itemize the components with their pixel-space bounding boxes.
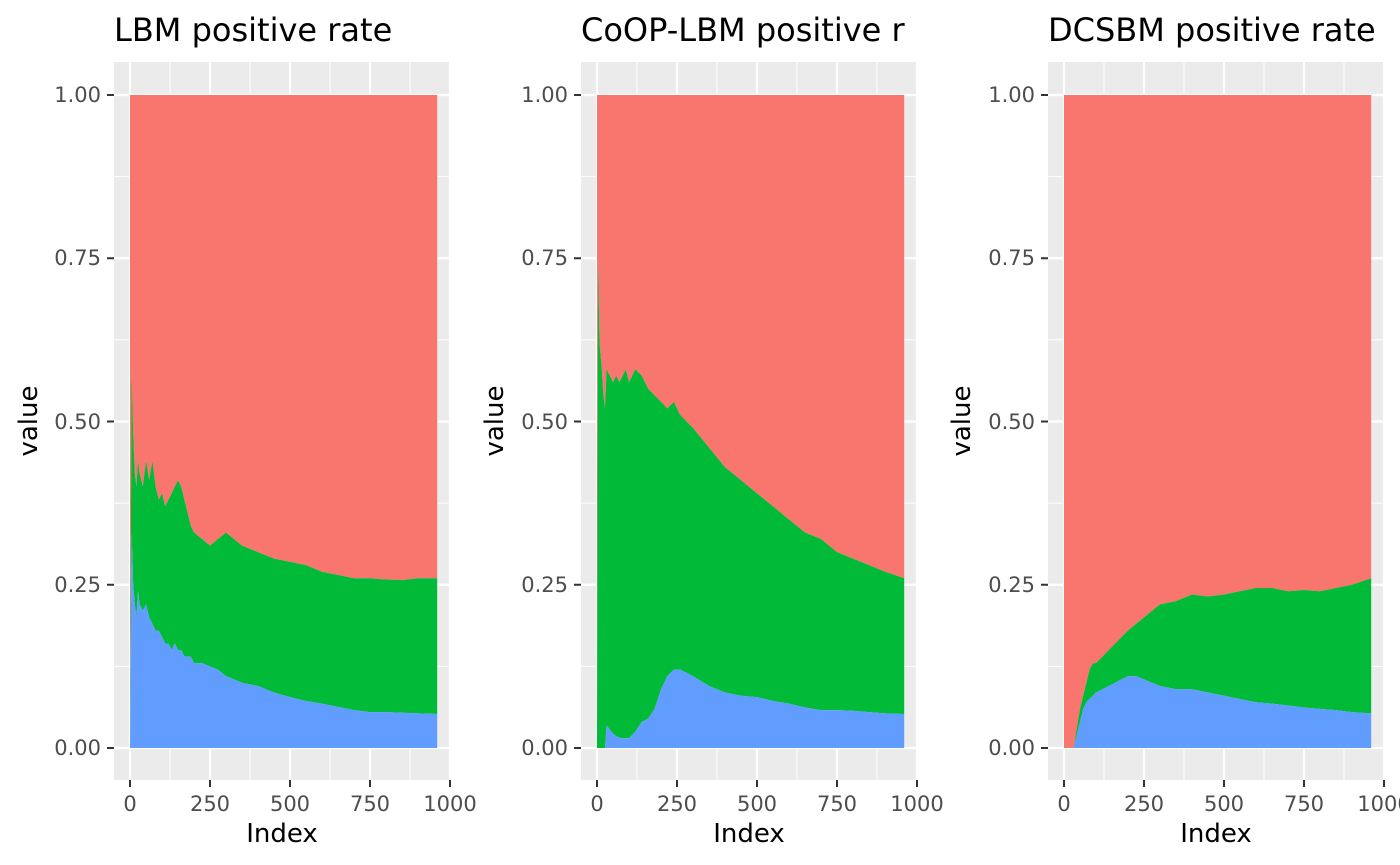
y-tick-label: 0.50 (988, 410, 1035, 434)
panel-title: DCSBM positive rate (1048, 11, 1376, 49)
area-bottom (130, 532, 438, 748)
area-top (597, 95, 905, 748)
y-axis-title: value (14, 385, 44, 456)
x-tick-label: 250 (1124, 792, 1164, 816)
area-bottom (1064, 676, 1372, 748)
y-tick-label: 0.75 (54, 246, 101, 270)
area-middle (130, 369, 438, 748)
x-tick-label: 750 (817, 792, 857, 816)
x-axis-title: Index (1180, 819, 1252, 849)
x-tick-label: 500 (270, 792, 310, 816)
x-tick-label: 0 (1057, 792, 1070, 816)
y-tick-label: 1.00 (521, 83, 568, 107)
x-tick-label: 500 (1204, 792, 1244, 816)
area-top (1064, 95, 1372, 748)
y-tick-label: 0.00 (521, 736, 568, 760)
x-axis-title: Index (246, 819, 318, 849)
area-middle (1064, 578, 1372, 748)
y-axis-title: value (947, 385, 977, 456)
x-tick-label: 0 (590, 792, 603, 816)
x-tick-label: 500 (737, 792, 777, 816)
y-tick-label: 0.00 (54, 736, 101, 760)
y-tick-label: 1.00 (54, 83, 101, 107)
y-tick-label: 0.25 (988, 573, 1035, 597)
panel-coop-lbm: CoOP-LBM positive r 1.00 0.75 0.50 0.25 … (480, 11, 944, 849)
axes (107, 94, 451, 787)
y-tick-label: 0.50 (54, 410, 101, 434)
panel-title: CoOP-LBM positive r (581, 11, 906, 49)
panel-dcsbm: DCSBM positive rate 1.00 0.75 0.50 0.25 … (947, 11, 1400, 849)
x-tick-label: 1000 (423, 792, 476, 816)
y-tick-label: 0.25 (521, 573, 568, 597)
y-tick-label: 0.25 (54, 573, 101, 597)
stacked-areas (130, 95, 438, 748)
area-middle (597, 258, 905, 748)
y-axis-title: value (480, 385, 510, 456)
area-top (130, 95, 438, 748)
x-tick-label: 1000 (1357, 792, 1400, 816)
y-tick-label: 0.75 (988, 246, 1035, 270)
panel-title: LBM positive rate (114, 11, 392, 49)
axes (1041, 94, 1385, 787)
axes (574, 94, 918, 787)
x-tick-label: 0 (123, 792, 136, 816)
x-tick-label: 250 (190, 792, 230, 816)
y-tick-label: 1.00 (988, 83, 1035, 107)
x-axis-title: Index (713, 819, 785, 849)
stacked-areas (1064, 95, 1372, 748)
x-tick-label: 750 (1284, 792, 1324, 816)
figure-clip-group: LBM positive rate 1.00 0.75 0.50 0.25 0.… (14, 11, 1400, 849)
x-tick-label: 1000 (890, 792, 943, 816)
panel-lbm: LBM positive rate 1.00 0.75 0.50 0.25 0.… (14, 11, 477, 849)
x-tick-label: 250 (657, 792, 697, 816)
y-tick-label: 0.50 (521, 410, 568, 434)
x-tick-label: 750 (350, 792, 390, 816)
y-tick-label: 0.75 (521, 246, 568, 270)
stacked-areas (597, 95, 905, 748)
y-tick-label: 0.00 (988, 736, 1035, 760)
area-bottom (597, 669, 905, 748)
